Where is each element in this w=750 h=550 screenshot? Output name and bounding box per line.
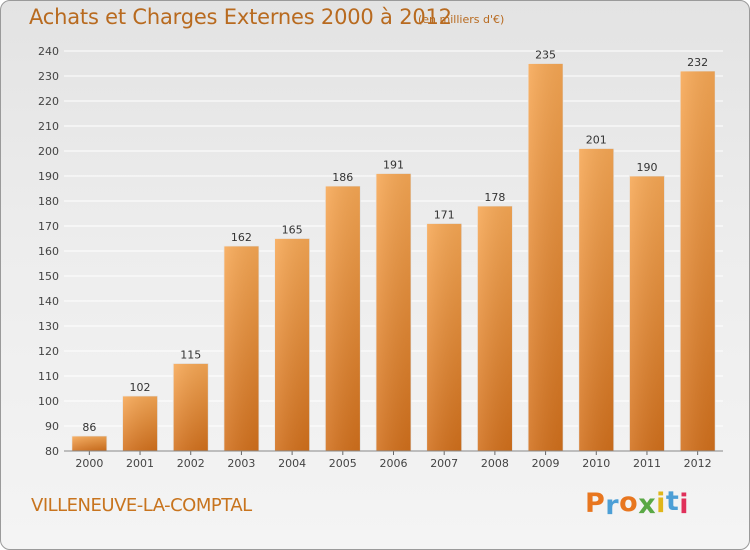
bar-value-label: 162 — [231, 231, 252, 244]
y-tick-label: 170 — [38, 220, 59, 233]
y-tick-label: 180 — [38, 195, 59, 208]
x-tick-label: 2012 — [684, 457, 712, 470]
bar-shading — [325, 186, 361, 451]
bar-shading — [578, 148, 614, 451]
bar-value-label: 115 — [180, 349, 201, 362]
bar-value-label: 235 — [535, 49, 556, 62]
bar-value-label: 186 — [332, 171, 353, 184]
x-tick-label: 2000 — [75, 457, 103, 470]
bar-value-label: 178 — [484, 191, 505, 204]
logo-letter: r — [605, 490, 620, 521]
bar-shading — [173, 363, 209, 451]
x-tick-label: 2003 — [227, 457, 255, 470]
bar-value-label: 102 — [130, 381, 151, 394]
y-tick-label: 150 — [38, 270, 59, 283]
y-tick-label: 190 — [38, 170, 59, 183]
x-tick-label: 2004 — [278, 457, 306, 470]
x-tick-label: 2011 — [633, 457, 661, 470]
bar-value-label: 190 — [636, 161, 657, 174]
bar-shading — [71, 436, 107, 451]
bar-value-label: 201 — [586, 134, 607, 147]
bar-value-label: 171 — [434, 209, 455, 222]
chart-unit-subtitle: (en milliers d'€) — [418, 13, 505, 26]
bar-value-label: 86 — [82, 421, 96, 434]
bar-shading — [629, 176, 665, 451]
y-tick-label: 80 — [45, 445, 59, 458]
bar-shading — [477, 206, 513, 451]
logo-letter: P — [585, 488, 606, 519]
logo-letter: i — [679, 489, 690, 520]
x-tick-label: 2009 — [532, 457, 560, 470]
bar-value-label: 232 — [687, 56, 708, 69]
x-tick-label: 2010 — [582, 457, 610, 470]
x-tick-label: 2008 — [481, 457, 509, 470]
x-axis: 2000 2001 2002 2003 2004 2005 2006 2007 2008 2009… — [64, 450, 723, 470]
proxiti-logo[interactable]: Proxiti — [585, 486, 690, 521]
y-tick-label: 160 — [38, 245, 59, 258]
bar-value-label: 191 — [383, 159, 404, 172]
bar-value-label: 165 — [282, 224, 303, 237]
bar-shading — [680, 71, 716, 451]
bar-shading — [122, 396, 158, 451]
x-tick-label: 2005 — [329, 457, 357, 470]
y-tick-label: 230 — [38, 70, 59, 83]
y-tick-label: 130 — [38, 320, 59, 333]
bars: 86 102 115 162 165 186 191 171 178 235 201 190 232 — [71, 49, 716, 452]
bar-shading — [376, 173, 411, 451]
logo-letter: o — [619, 487, 639, 518]
logo-letter: t — [665, 486, 680, 517]
bar-shading — [223, 246, 259, 451]
y-tick-label: 240 — [38, 45, 59, 58]
y-tick-label: 90 — [45, 420, 59, 433]
y-tick-label: 140 — [38, 295, 59, 308]
y-tick-label: 210 — [38, 120, 59, 133]
commune-name: VILLENEUVE-LA-COMPTAL — [31, 495, 252, 516]
x-tick-label: 2001 — [126, 457, 154, 470]
y-tick-label: 100 — [38, 395, 59, 408]
y-tick-label: 220 — [38, 95, 59, 108]
y-axis: 80 90 100 110 120 130 140 150 160 170 180 190 200 210… — [38, 45, 59, 458]
x-tick-label: 2006 — [380, 457, 408, 470]
logo-letter: i — [656, 488, 666, 519]
logo-letter: x — [638, 489, 657, 520]
y-tick-label: 110 — [38, 370, 59, 383]
y-tick-label: 200 — [38, 145, 59, 158]
chart-title: Achats et Charges Externes 2000 à 2012 — [29, 5, 452, 29]
y-tick-label: 120 — [38, 345, 59, 358]
x-tick-label: 2002 — [177, 457, 205, 470]
bar-shading — [274, 238, 310, 451]
bar-shading — [528, 63, 564, 451]
x-tick-label: 2007 — [430, 457, 458, 470]
bar-shading — [426, 223, 462, 451]
